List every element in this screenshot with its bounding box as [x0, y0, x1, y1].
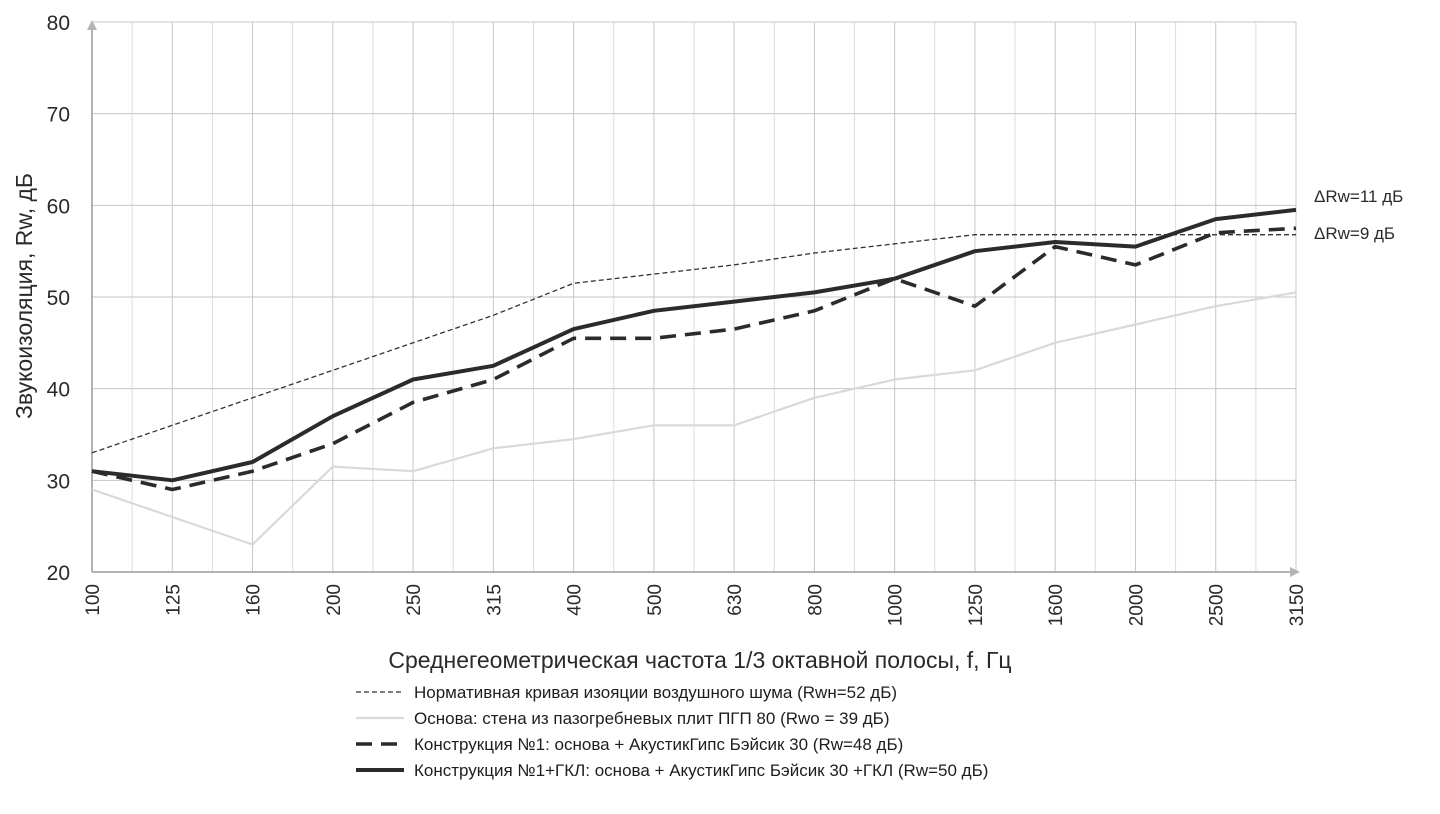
legend: Нормативная кривая изояции воздушного шу… — [356, 683, 988, 780]
series-line-2 — [91, 291, 1297, 546]
axes — [87, 20, 1300, 577]
x-axis-arrow — [1290, 567, 1300, 577]
series-line-3 — [91, 226, 1297, 492]
y-tick-label: 40 — [47, 379, 70, 402]
x-tick-label: 250 — [404, 584, 425, 616]
x-tick-label: 2500 — [1207, 584, 1228, 626]
x-axis-label: Среднегеометрическая частота 1/3 октавно… — [388, 647, 1011, 673]
x-tick-label: 1250 — [966, 584, 987, 626]
x-tick-label: 200 — [324, 584, 345, 616]
x-tick-label: 500 — [645, 584, 666, 616]
annotation-1: ΔRw=11 дБ — [1314, 187, 1403, 206]
y-tick-label: 20 — [47, 562, 70, 585]
annotation-2: ΔRw=9 дБ — [1314, 224, 1395, 243]
y-tick-label: 70 — [47, 104, 70, 127]
x-tick-label: 1000 — [886, 584, 907, 626]
x-tick-label: 125 — [163, 584, 184, 616]
annotations: ΔRw=11 дБ ΔRw=9 дБ — [1314, 187, 1403, 243]
x-tick-label: 315 — [484, 584, 505, 616]
legend-label-1: Нормативная кривая изояции воздушного шу… — [414, 683, 897, 702]
x-tick-label: 100 — [83, 584, 104, 616]
legend-label-4: Конструкция №1+ГКЛ: основа + АкустикГипс… — [414, 761, 988, 780]
y-axis-label: Звукоизоляция, Rw, дБ — [11, 173, 37, 419]
tick-labels: 20 30 40 50 60 70 80 100 125 160 200 250 315 400 500 63… — [47, 12, 1308, 626]
legend-label-3: Конструкция №1: основа + АкустикГипс Бэй… — [414, 735, 903, 754]
y-tick-label: 50 — [47, 287, 70, 310]
grid — [91, 21, 1297, 573]
x-tick-label: 2000 — [1126, 584, 1147, 626]
y-tick-label: 60 — [47, 195, 70, 218]
x-tick-label: 3150 — [1287, 584, 1308, 626]
legend-label-2: Основа: стена из пазогребневых плит ПГП … — [414, 709, 889, 728]
x-tick-label: 1600 — [1046, 584, 1067, 626]
y-tick-label: 80 — [47, 12, 70, 35]
x-tick-label: 800 — [805, 584, 826, 616]
x-tick-label: 160 — [244, 584, 265, 616]
x-tick-label: 630 — [725, 584, 746, 616]
y-axis-arrow — [87, 20, 97, 30]
series-line-1 — [91, 234, 1296, 454]
y-tick-label: 30 — [47, 470, 70, 493]
x-tick-label: 400 — [565, 584, 586, 616]
series-lines — [91, 207, 1297, 546]
series-line-4 — [91, 207, 1297, 483]
